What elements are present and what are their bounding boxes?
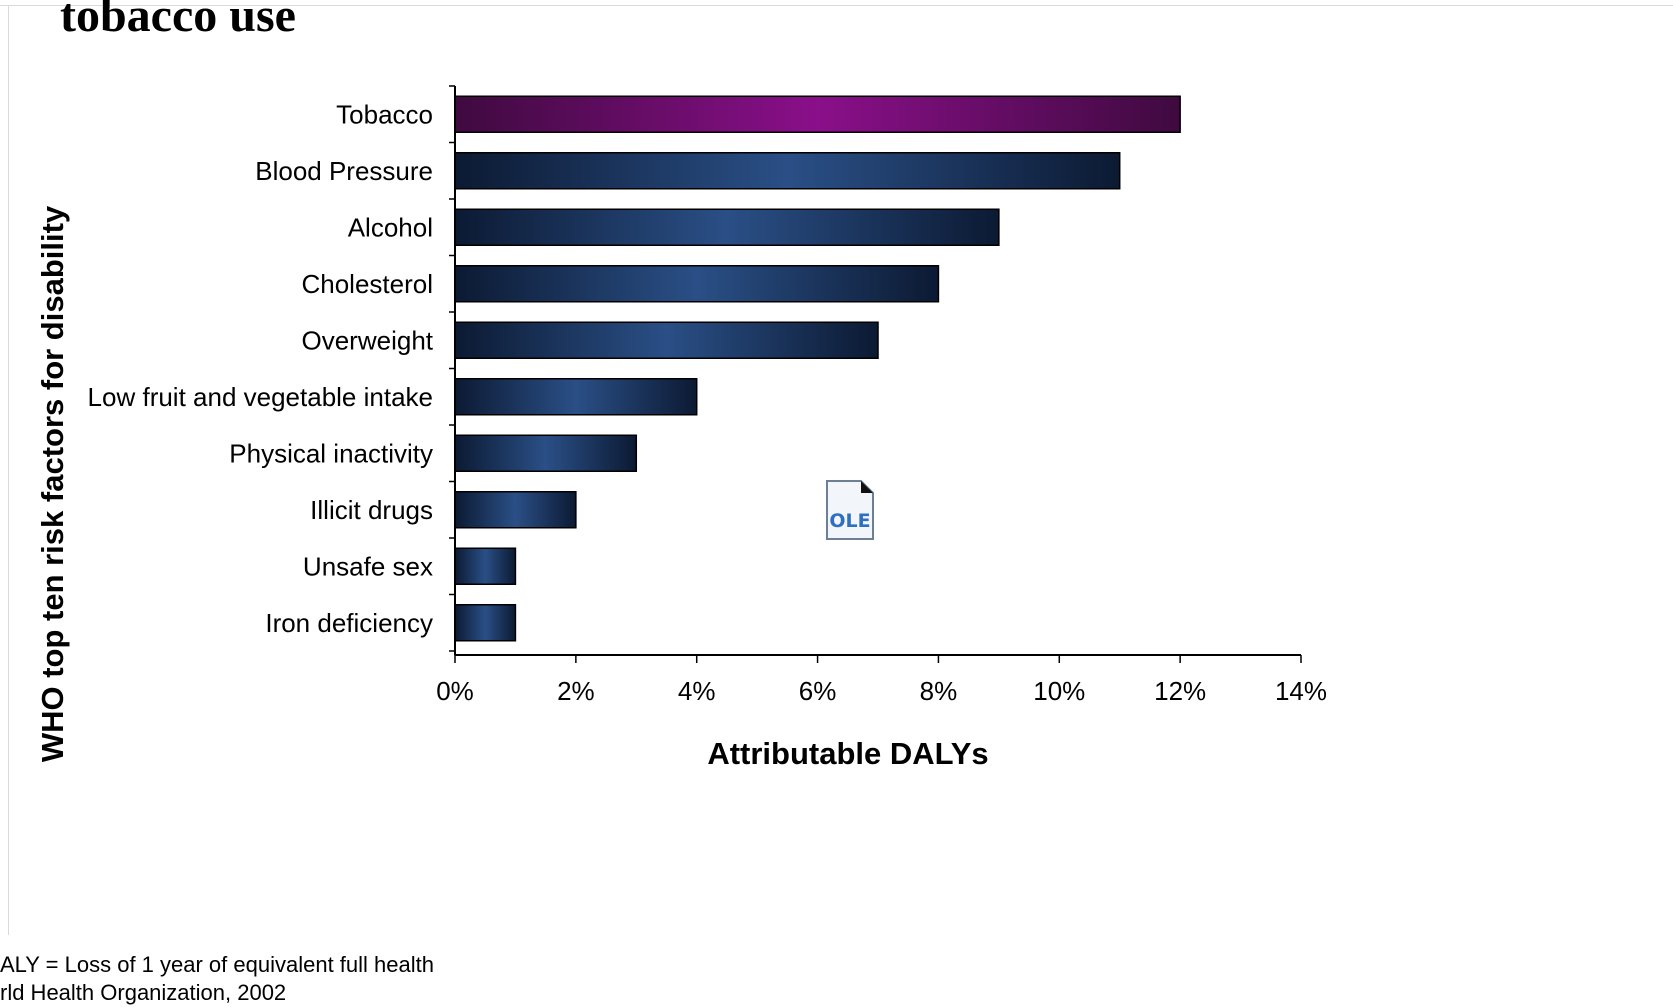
- axes-layer: [449, 85, 1302, 663]
- category-label-cholesterol: Cholesterol: [301, 269, 433, 299]
- slide-frame-left: [8, 5, 9, 935]
- labels-layer: Tobacco Blood Pressure Alcohol Cholesterol O…: [88, 99, 1327, 706]
- x-tick-label-0: 0%: [436, 676, 474, 706]
- bar-tobacco: [454, 95, 1181, 133]
- x-tick-label-6: 12%: [1154, 676, 1206, 706]
- x-tick-label-3: 6%: [799, 676, 837, 706]
- x-tick-label-4: 8%: [920, 676, 958, 706]
- footnote-daly-definition: ALY = Loss of 1 year of equivalent full …: [0, 952, 434, 977]
- bars-layer: [454, 95, 1181, 642]
- bar-blood-pressure: [454, 152, 1121, 190]
- category-label-unsafe-sex: Unsafe sex: [303, 551, 433, 581]
- category-label-overweight: Overweight: [302, 325, 434, 355]
- bar-low-fruit-and-vegetable-intake: [454, 378, 698, 416]
- ole-icon-label: OLE: [829, 510, 870, 532]
- y-axis-title: WHO top ten risk factors for disability: [35, 205, 70, 762]
- category-label-illicit-drugs: Illicit drugs: [310, 495, 433, 525]
- bar-physical-inactivity: [454, 434, 638, 472]
- x-tick-label-7: 14%: [1275, 676, 1327, 706]
- category-label-tobacco: Tobacco: [336, 99, 433, 129]
- category-label-blood-pressure: Blood Pressure: [255, 156, 433, 186]
- slide-frame-top: [0, 5, 1673, 6]
- x-axis-title: Attributable DALYs: [707, 736, 988, 771]
- category-label-low-fruit-and-vegetable-intake: Low fruit and vegetable intake: [88, 382, 433, 412]
- x-tick-label-1: 2%: [557, 676, 595, 706]
- category-label-alcohol: Alcohol: [348, 212, 433, 242]
- bar-alcohol: [454, 208, 1000, 246]
- bar-overweight: [454, 321, 879, 359]
- footnote-source: rld Health Organization, 2002: [0, 980, 287, 1005]
- x-tick-label-2: 4%: [678, 676, 716, 706]
- ole-object-icon[interactable]: OLE: [823, 479, 875, 541]
- bar-unsafe-sex: [454, 547, 517, 585]
- slide-title: tobacco use: [60, 0, 296, 42]
- bar-illicit-drugs: [454, 491, 577, 529]
- category-label-physical-inactivity: Physical inactivity: [229, 438, 433, 468]
- bar-cholesterol: [454, 265, 940, 303]
- category-label-iron-deficiency: Iron deficiency: [265, 608, 433, 638]
- bar-iron-deficiency: [454, 604, 517, 642]
- x-tick-label-5: 10%: [1033, 676, 1085, 706]
